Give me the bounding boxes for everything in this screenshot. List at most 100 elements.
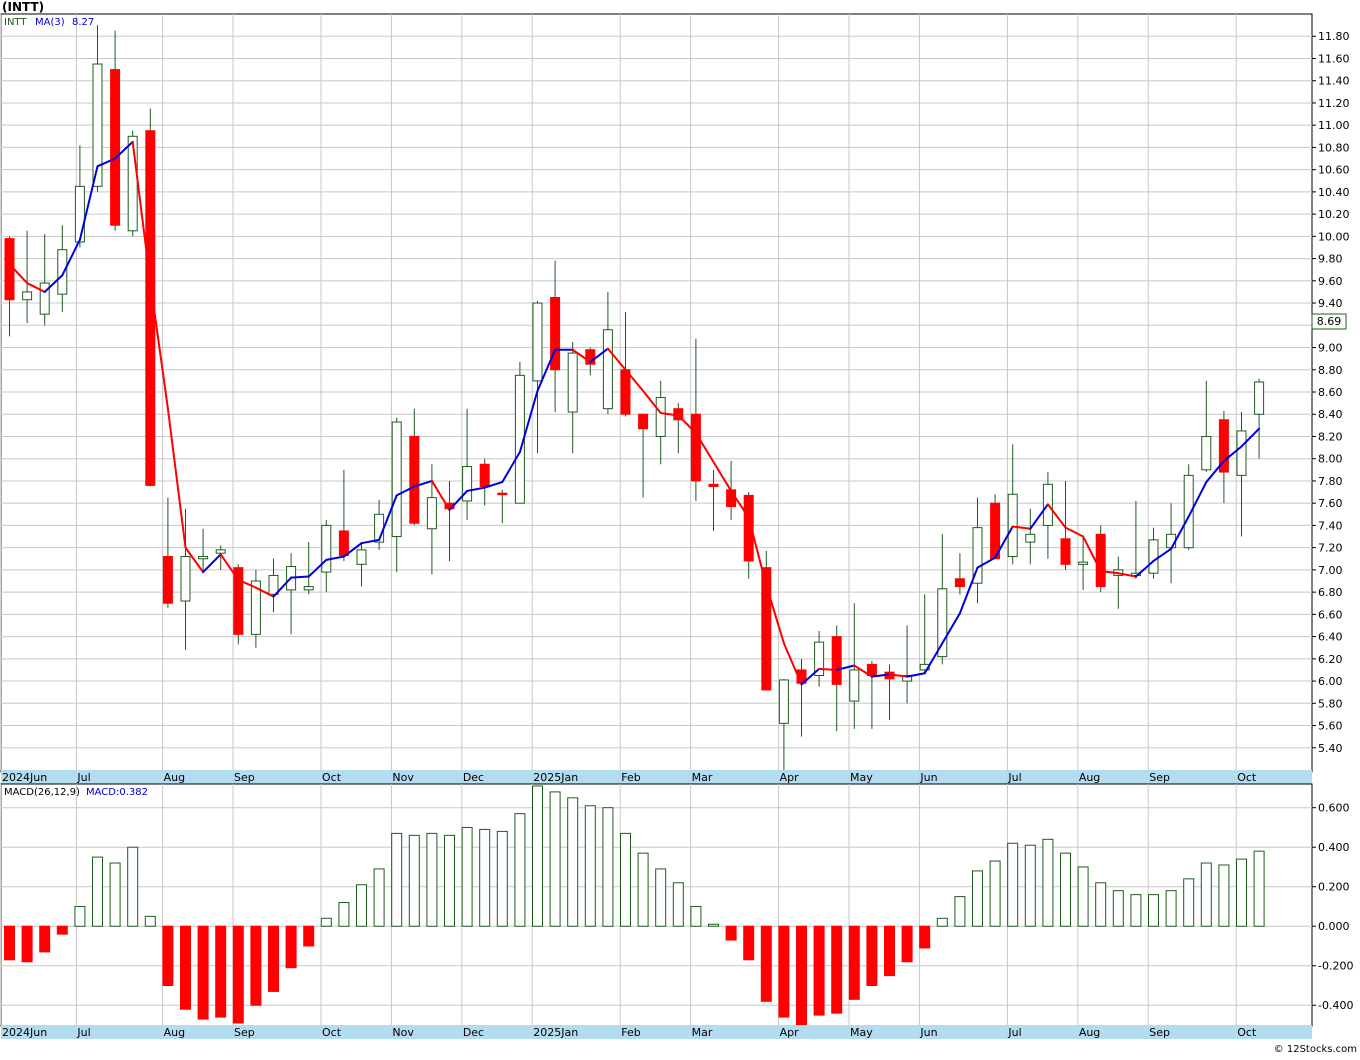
price-tick-label: 6.40 (1318, 631, 1343, 644)
macd-bar-positive (109, 862, 121, 927)
month-label: Jul (1007, 771, 1021, 784)
month-label: Sep (234, 1026, 255, 1039)
candle-up (1007, 493, 1018, 558)
macd-bar-positive (532, 785, 543, 927)
footer-credit: © 12Stocks.com (1274, 1044, 1357, 1055)
macd-bar-positive (972, 870, 983, 927)
price-tick-label: 5.80 (1318, 697, 1343, 710)
ma-segment (501, 451, 521, 484)
month-label: Jul (76, 1026, 90, 1039)
macd-bar-positive (144, 915, 156, 927)
ma-segment (1082, 535, 1102, 572)
candle-down (338, 530, 349, 556)
macd-bar-positive (391, 832, 403, 927)
macd-bar-positive (549, 791, 561, 927)
macd-date-labels: 2024Jun Jul Aug Sep Oct Nov Dec 2025Jan Feb Mar Ap… (2, 1026, 1257, 1039)
month-label: 2025Jan (533, 1026, 578, 1039)
price-tick-label: 9.80 (1318, 253, 1343, 266)
price-legend-ma-value: 8.27 (72, 17, 94, 28)
macd-bar-positive (936, 917, 948, 927)
macd-bar-positive (602, 807, 614, 927)
ma-segment (114, 140, 134, 160)
price-tick-label: 6.80 (1318, 586, 1343, 599)
candle-down (497, 492, 508, 496)
month-label: Sep (1149, 1026, 1170, 1039)
candle-down (761, 567, 772, 691)
ma-segment (606, 347, 627, 371)
macd-bar-negative (215, 925, 227, 1018)
candle-up (1201, 435, 1212, 471)
price-tick-label: 10.40 (1318, 186, 1350, 199)
month-label: Jun (919, 771, 937, 784)
candle-up (57, 249, 68, 295)
macd-bar-positive (584, 805, 596, 927)
ma-segment (1046, 503, 1067, 529)
macd-bar-positive (426, 832, 438, 927)
ma3-line (8, 140, 1261, 686)
month-label: Jun (919, 1026, 937, 1039)
candle-down (1218, 419, 1229, 473)
candle-down (743, 494, 754, 562)
candle-down (638, 413, 649, 430)
candle-up (655, 397, 666, 437)
macd-bar-positive (567, 797, 579, 927)
candle-up (127, 135, 138, 232)
ma-segment (466, 486, 486, 492)
candle-up (778, 679, 789, 724)
month-label: Feb (621, 1026, 640, 1039)
macd-bar-negative (778, 925, 790, 1018)
candle-down (110, 69, 121, 226)
macd-bar-positive (1165, 890, 1177, 927)
price-tick-label: 7.20 (1318, 542, 1343, 555)
macd-bar-positive (1236, 858, 1247, 927)
ma-segment (1029, 503, 1049, 530)
macd-date-axis (1, 1025, 1312, 1039)
month-label: Dec (463, 1026, 484, 1039)
ma-segment (149, 280, 169, 410)
ma-segment (325, 555, 345, 561)
candle-up (1025, 533, 1036, 543)
candle-down (1095, 533, 1106, 588)
ma-segment (712, 461, 733, 492)
month-label: Jul (1007, 1026, 1021, 1039)
candle-down (831, 636, 842, 685)
ma-segment (26, 282, 46, 293)
macd-bar-positive (320, 917, 332, 927)
candle-down (550, 297, 561, 371)
candle-up (972, 527, 983, 584)
candle-up (268, 574, 279, 595)
macd-y-axis: -0.400 -0.200 0.000 0.200 0.400 0.600 (1312, 802, 1353, 1012)
macd-bar-negative (813, 925, 825, 1016)
price-tick-label: 5.40 (1318, 742, 1343, 755)
candle-up (902, 675, 913, 682)
macd-legend-label: MACD(26,12,9) (4, 787, 80, 798)
candle-up (1236, 430, 1247, 476)
macd-tick-label: 0.400 (1318, 841, 1350, 854)
price-tick-label: 9.40 (1318, 297, 1343, 310)
macd-bar-positive (637, 852, 649, 927)
ma-segment (1205, 459, 1225, 484)
macd-bar-negative (285, 925, 297, 969)
macd-bar-positive (356, 884, 367, 927)
candle-down (162, 556, 173, 604)
month-label: Mar (692, 1026, 713, 1039)
macd-bar-negative (919, 925, 931, 949)
ma-segment (307, 558, 328, 578)
candle-up (39, 282, 50, 315)
ma-segment (96, 157, 117, 168)
price-tick-label: 11.00 (1318, 119, 1350, 132)
macd-bar-negative (831, 925, 843, 1014)
price-tick-label: 7.00 (1318, 564, 1343, 577)
macd-bar-positive (1200, 862, 1212, 927)
candle-down (585, 349, 596, 365)
price-tick-label: 7.80 (1318, 475, 1343, 488)
price-tick-label: 8.40 (1318, 408, 1343, 421)
macd-bar-positive (1148, 894, 1159, 927)
price-tick-label: 5.60 (1318, 720, 1343, 733)
macd-bar-positive (1253, 850, 1265, 927)
price-y-axis: 5.40 5.60 5.80 6.00 6.20 6.40 6.60 6.80 7.00 7.20… (1312, 30, 1350, 755)
macd-tick-label: 0.200 (1318, 881, 1350, 894)
macd-tick-label: 0.600 (1318, 802, 1350, 815)
ma-segment (941, 612, 961, 645)
macd-bar-positive (954, 896, 966, 927)
